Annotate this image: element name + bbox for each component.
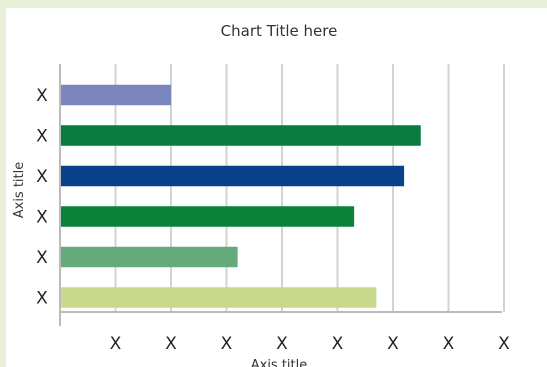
bar-6	[60, 287, 377, 308]
x-tick-label-7: X	[443, 334, 455, 354]
gridlines	[114, 64, 505, 312]
y-tick-label-5: X	[36, 248, 48, 268]
x-tick-label-2: X	[165, 334, 177, 354]
bar-3	[60, 165, 405, 187]
y-tick-label-1: X	[36, 86, 48, 106]
bar-5	[60, 246, 238, 268]
bar-2	[60, 125, 421, 146]
x-tick-label-8: X	[498, 334, 510, 354]
x-tick-label-6: X	[387, 334, 399, 354]
bar-1	[60, 84, 171, 106]
y-tick-label-3: X	[36, 167, 48, 187]
chart-title: Chart Title here	[221, 22, 338, 40]
x-axis-title: Axis title	[251, 358, 308, 367]
bars	[60, 84, 421, 308]
y-axis-title: Axis title	[12, 162, 27, 219]
x-tick-label-5: X	[332, 334, 344, 354]
y-tick-label-2: X	[36, 127, 48, 147]
x-tick-label-4: X	[276, 334, 288, 354]
x-tick-label-3: X	[221, 334, 233, 354]
bar-4	[60, 206, 355, 227]
y-tick-label-4: X	[36, 208, 48, 228]
x-tick-label-1: X	[110, 334, 122, 354]
y-tick-label-6: X	[36, 289, 48, 309]
